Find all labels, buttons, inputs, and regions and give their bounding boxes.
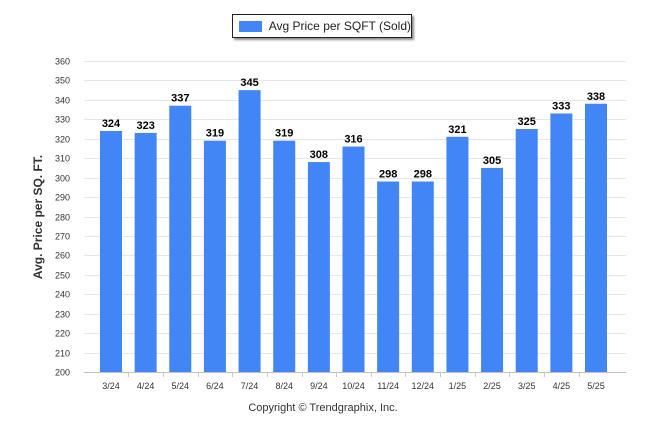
data-label: 298 (414, 169, 432, 181)
x-tick-label: 1/25 (449, 381, 467, 391)
data-labels: 324 323 337 319 345 319 308 316 298 298 321 305 325 3… (102, 77, 605, 180)
x-tick-label: 10/24 (342, 381, 365, 391)
bar (411, 181, 434, 372)
bar (446, 136, 469, 372)
data-label: 319 (206, 128, 224, 140)
y-tick-label: 240 (55, 290, 70, 300)
y-tick-label: 280 (55, 213, 70, 223)
y-axis-title: Avg. Price per SQ. FT. (31, 154, 45, 280)
data-label: 319 (275, 128, 293, 140)
data-label: 338 (587, 91, 605, 103)
y-tick-label: 230 (55, 310, 70, 320)
legend: Avg Price per SQFT (Sold) (232, 14, 412, 38)
x-tick-label: 3/25 (518, 381, 536, 391)
y-tick-label: 330 (55, 115, 70, 125)
bar (342, 146, 365, 372)
bar (100, 130, 122, 372)
x-tick-label: 7/24 (241, 381, 259, 391)
x-tick-label: 2/25 (483, 381, 501, 391)
data-label: 323 (136, 120, 154, 132)
x-tick-label: 9/24 (310, 381, 328, 391)
y-tick-label: 300 (55, 174, 70, 184)
data-label: 298 (379, 169, 397, 181)
x-tick-label: 3/24 (102, 381, 120, 391)
x-tick-label: 12/24 (412, 381, 435, 391)
y-tick-label: 340 (55, 96, 70, 106)
data-label: 316 (344, 134, 362, 146)
bar (377, 181, 400, 372)
y-tick-label: 250 (55, 271, 70, 281)
bar (585, 103, 607, 372)
bar (515, 129, 538, 372)
x-tick-label: 8/24 (275, 381, 293, 391)
y-tick-label: 310 (55, 154, 70, 164)
legend-label: Avg Price per SQFT (Sold) (268, 19, 411, 33)
y-axis: 200 210 220 230 240 250 260 270 280 290 300 310 320 3… (55, 57, 70, 378)
x-tick-label: 5/25 (587, 381, 605, 391)
data-label: 324 (102, 118, 121, 130)
y-tick-label: 350 (55, 76, 70, 86)
bars (100, 90, 607, 373)
data-label: 345 (240, 77, 258, 89)
data-label: 325 (518, 116, 536, 128)
y-tick-label: 220 (55, 329, 70, 339)
bar (481, 167, 504, 372)
x-tick-label: 6/24 (206, 381, 224, 391)
y-tick-label: 210 (55, 349, 70, 359)
data-label: 305 (483, 155, 501, 167)
y-tick-label: 320 (55, 135, 70, 145)
bar (203, 140, 226, 372)
y-tick-label: 270 (55, 232, 70, 242)
bar (238, 90, 261, 372)
y-tick-label: 260 (55, 251, 70, 261)
x-tick-label: 5/24 (172, 381, 190, 391)
bar (307, 162, 330, 372)
y-tick-label: 200 (55, 368, 70, 378)
bar (273, 140, 296, 372)
data-label: 308 (310, 149, 328, 161)
x-tick-label: 4/24 (137, 381, 155, 391)
bar (550, 113, 573, 372)
data-label: 337 (171, 93, 189, 105)
copyright-text: Copyright © Trendgraphix, Inc. (248, 402, 398, 414)
bar (169, 105, 192, 373)
x-tick-label: 11/24 (377, 381, 399, 391)
x-tick-label: 4/25 (553, 381, 571, 391)
y-tick-label: 290 (55, 193, 70, 203)
y-tick-label: 360 (55, 57, 70, 67)
data-label: 321 (448, 124, 466, 136)
x-axis: 3/24 4/24 5/24 6/24 7/24 8/24 9/24 10/24 11/24 12… (84, 372, 626, 391)
bar (134, 132, 157, 372)
data-label: 333 (552, 100, 570, 112)
legend-swatch (239, 20, 262, 32)
